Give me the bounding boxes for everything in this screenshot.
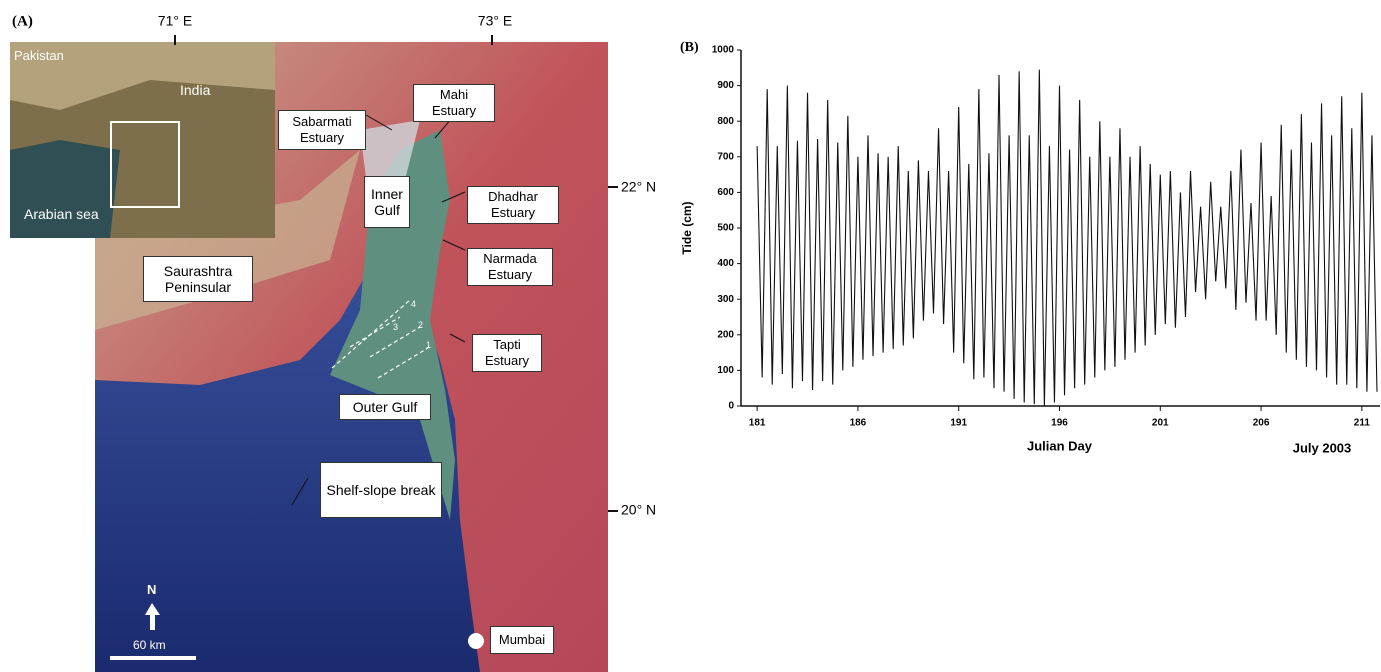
x-tick-label: 211 [1354,418,1371,429]
panel-label: (B) [680,40,699,55]
y-tick-label: 600 [717,187,734,198]
map-label: Outer Gulf [339,394,431,420]
y-tick-label: 400 [717,258,734,269]
map-label: Mahi Estuary [413,84,495,122]
x-axis-title: Julian Day [1027,438,1093,453]
longitude-label: 73° E [478,13,512,29]
transect-number: 4 [411,299,417,309]
x-tick-label: 181 [749,418,766,429]
transect-number: 2 [418,320,424,330]
transect-number: 3 [393,322,399,332]
inset-label: India [180,82,211,98]
y-tick-label: 900 [717,80,734,91]
transect-number: 1 [426,340,432,350]
x-tick-label: 196 [1051,418,1068,429]
north-label: N [147,582,157,597]
map-label: Saurashtra Peninsular [143,256,253,302]
annotation: July 2003 [1293,440,1352,455]
scale-label: 60 km [133,638,166,652]
y-tick-label: 200 [717,329,734,340]
map-label: Inner Gulf [364,176,410,228]
latitude-label: 20° N [621,502,656,518]
map-label: Tapti Estuary [472,334,542,372]
latitude-label: 22° N [621,179,656,195]
y-tick-label: 100 [717,365,734,376]
panel-label: (A) [12,13,33,29]
map-label: Sabarmati Estuary [278,110,366,150]
map-label: Mumbai [490,626,554,654]
y-axis-title: Tide (cm) [680,201,694,254]
y-tick-label: 500 [717,223,734,234]
inset-label: Arabian sea [24,206,99,222]
x-tick-label: 191 [950,418,967,429]
inset-label: Pakistan [14,48,64,63]
y-tick-label: 300 [717,294,734,305]
map-label: Narmada Estuary [467,248,553,286]
y-tick-label: 0 [728,401,734,412]
x-tick-label: 201 [1152,418,1169,429]
x-tick-label: 186 [850,418,867,429]
tide-line [756,69,1378,407]
y-tick-label: 700 [717,151,734,162]
map-label: Dhadhar Estuary [467,186,559,224]
y-tick-label: 1000 [712,45,735,56]
map-label: Shelf-slope break [320,462,442,518]
x-tick-label: 206 [1253,418,1270,429]
longitude-label: 71° E [158,13,192,29]
y-tick-label: 800 [717,116,734,127]
